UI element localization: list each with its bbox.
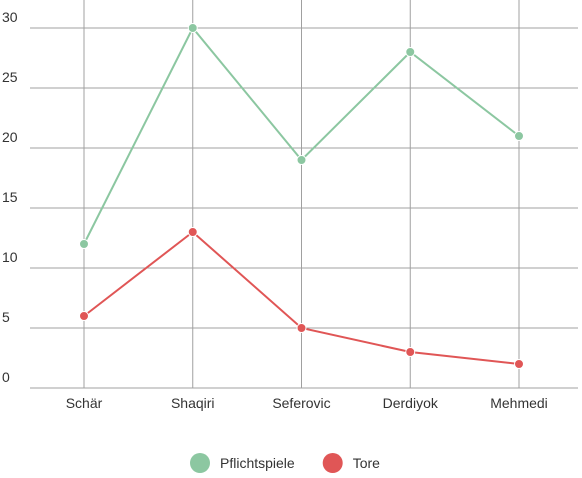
legend-label: Pflichtspiele [220,455,295,471]
x-tick-label: Derdiyok [383,395,439,411]
data-point [514,359,524,369]
x-tick-label: Seferovic [272,395,330,411]
y-tick-label: 10 [2,249,18,265]
data-point [296,155,307,165]
x-tick-label: Schär [66,395,103,411]
y-tick-label: 20 [2,129,18,145]
data-point [187,23,198,33]
data-point [405,347,416,357]
data-point [79,311,89,321]
data-point [79,239,89,249]
legend-marker [190,453,210,473]
x-tick-label: Mehmedi [490,395,548,411]
data-point [514,131,524,141]
y-tick-label: 5 [2,309,10,325]
y-tick-label: 30 [2,9,18,25]
legend-label: Tore [353,455,380,471]
y-tick-label: 0 [2,369,10,385]
legend-marker [322,453,343,473]
data-point [296,323,307,333]
y-tick-label: 25 [2,69,18,85]
y-tick-label: 15 [2,189,18,205]
data-point [405,47,416,57]
x-tick-label: Shaqiri [171,395,215,411]
data-point [187,227,198,237]
